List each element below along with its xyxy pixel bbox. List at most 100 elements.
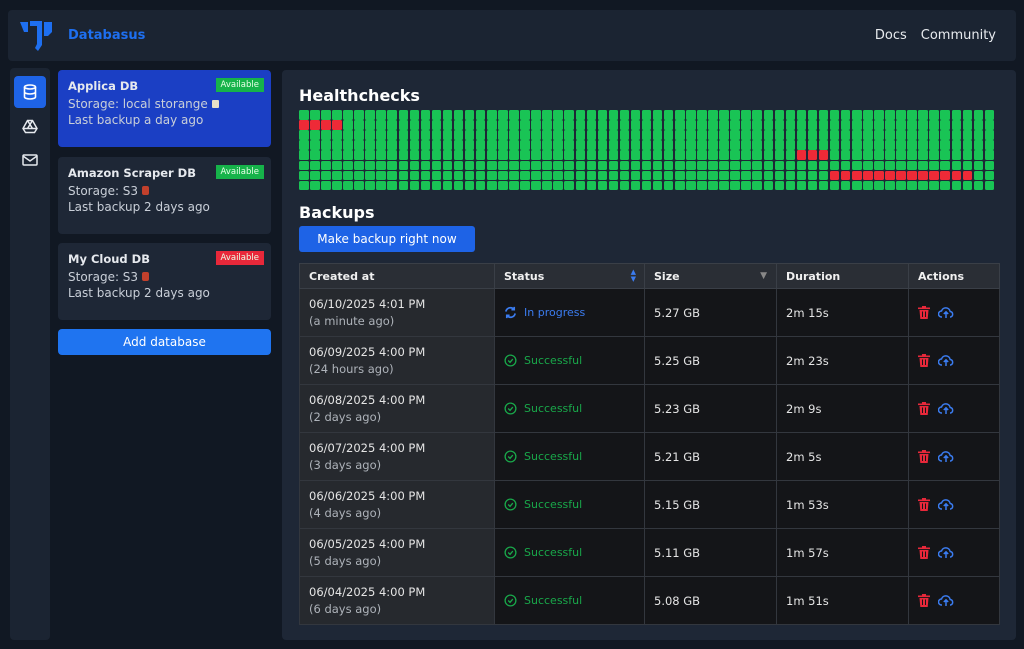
delete-icon[interactable] [918, 354, 930, 367]
healthcheck-ok-cell [531, 120, 541, 130]
duration-cell: 2m 23s [776, 336, 909, 385]
healthcheck-ok-cell [984, 150, 995, 160]
healthcheck-ok-cell [641, 180, 652, 191]
filter-icon[interactable]: ▼ [760, 271, 767, 281]
cloud-upload-icon[interactable] [938, 594, 954, 607]
cloud-upload-icon[interactable] [938, 546, 954, 559]
healthcheck-ok-cell [663, 110, 674, 120]
healthcheck-ok-cell [464, 180, 475, 191]
cloud-upload-icon[interactable] [938, 498, 954, 511]
healthcheck-ok-cell [531, 140, 541, 150]
make-backup-button[interactable]: Make backup right now [299, 226, 475, 252]
healthcheck-ok-cell [763, 180, 774, 191]
status-text: In progress [524, 306, 586, 319]
healthcheck-ok-cell [332, 130, 342, 140]
healthcheck-ok-cell [420, 150, 431, 160]
rail-storages[interactable] [14, 110, 46, 142]
healthcheck-ok-cell [730, 150, 740, 160]
last-backup: Last backup a day ago [68, 113, 204, 127]
col-size[interactable]: Size ▼ [644, 263, 777, 289]
healthcheck-ok-cell [310, 140, 320, 150]
healthcheck-ok-cell [774, 180, 785, 191]
status-text: Successful [524, 402, 583, 415]
database-card[interactable]: My Cloud DB Available Storage: S3 Last b… [58, 243, 271, 320]
healthcheck-ok-cell [475, 160, 486, 170]
rail-databases[interactable] [14, 76, 46, 108]
status-text: Successful [524, 354, 583, 367]
healthcheck-ok-cell [520, 130, 530, 140]
healthcheck-ok-cell [630, 120, 641, 130]
healthcheck-ok-cell [442, 120, 453, 130]
healthcheck-ok-cell [453, 150, 464, 160]
delete-icon[interactable] [918, 402, 930, 415]
healthcheck-ok-cell [321, 160, 331, 170]
sort-icon[interactable]: ▲ ▼ [630, 268, 636, 283]
size-cell: 5.27 GB [644, 288, 777, 337]
healthcheck-ok-cell [929, 130, 939, 140]
add-database-button[interactable]: Add database [58, 329, 271, 355]
delete-icon[interactable] [918, 546, 930, 559]
duration-cell: 1m 51s [776, 576, 909, 625]
brand-name[interactable]: Databasus [68, 28, 146, 43]
healthcheck-ok-cell [774, 160, 785, 170]
col-status[interactable]: Status ▲ ▼ [494, 263, 645, 289]
healthcheck-ok-cell [796, 130, 807, 140]
healthcheck-ok-cell [354, 110, 364, 120]
healthcheck-ok-cell [863, 140, 873, 150]
healthcheck-fail-cell [874, 170, 884, 181]
database-card[interactable]: Applica DB Available Storage: local stor… [58, 70, 271, 147]
healthcheck-ok-cell [387, 110, 397, 120]
cloud-upload-icon[interactable] [938, 354, 954, 367]
healthcheck-ok-cell [896, 120, 906, 130]
status-cell: Successful [494, 576, 645, 625]
healthcheck-ok-cell [299, 150, 309, 160]
nav-docs[interactable]: Docs [874, 28, 907, 43]
healthcheck-ok-cell [951, 180, 962, 191]
healthcheck-ok-cell [464, 160, 475, 170]
healthcheck-ok-cell [630, 150, 641, 160]
healthcheck-ok-cell [874, 120, 884, 130]
healthcheck-ok-cell [520, 160, 530, 170]
healthcheck-ok-cell [686, 120, 696, 130]
healthcheck-ok-cell [796, 120, 807, 130]
healthcheck-ok-cell [531, 160, 541, 170]
healthcheck-ok-cell [343, 130, 353, 140]
healthcheck-ok-cell [874, 140, 884, 150]
database-name: My Cloud DB [68, 252, 150, 266]
healthcheck-ok-cell [553, 160, 563, 170]
healthcheck-ok-cell [586, 120, 597, 130]
cloud-upload-icon[interactable] [938, 450, 954, 463]
healthcheck-ok-cell [719, 150, 729, 160]
healthcheck-ok-cell [940, 160, 950, 170]
cloud-upload-icon[interactable] [938, 402, 954, 415]
healthcheck-ok-cell [321, 110, 331, 120]
healthcheck-ok-cell [376, 170, 386, 181]
healthcheck-ok-cell [663, 120, 674, 130]
col-actions: Actions [908, 263, 1000, 289]
database-card[interactable]: Amazon Scraper DB Available Storage: S3 … [58, 157, 271, 234]
healthcheck-ok-cell [553, 150, 563, 160]
healthcheck-fail-cell [863, 170, 873, 181]
actions-cell [908, 384, 1000, 433]
cloud-upload-icon[interactable] [938, 306, 954, 319]
healthcheck-ok-cell [542, 140, 552, 150]
healthcheck-ok-cell [818, 160, 829, 170]
healthcheck-ok-cell [619, 180, 630, 191]
delete-icon[interactable] [918, 306, 930, 319]
nav-community[interactable]: Community [920, 28, 996, 43]
size-cell: 5.08 GB [644, 576, 777, 625]
healthcheck-ok-cell [442, 160, 453, 170]
delete-icon[interactable] [918, 594, 930, 607]
delete-icon[interactable] [918, 498, 930, 511]
healthcheck-ok-cell [796, 170, 807, 181]
healthcheck-ok-cell [785, 180, 796, 191]
healthcheck-ok-cell [940, 150, 950, 160]
table-row: 06/04/2025 4:00 PM (6 days ago) Successful… [299, 576, 1000, 625]
healthcheck-ok-cell [796, 110, 807, 120]
delete-icon[interactable] [918, 450, 930, 463]
healthcheck-ok-cell [332, 110, 342, 120]
healthcheck-ok-cell [741, 180, 751, 191]
rail-notifications[interactable] [14, 144, 46, 176]
healthcheck-ok-cell [387, 180, 397, 191]
created-ago: (24 hours ago) [309, 361, 394, 376]
